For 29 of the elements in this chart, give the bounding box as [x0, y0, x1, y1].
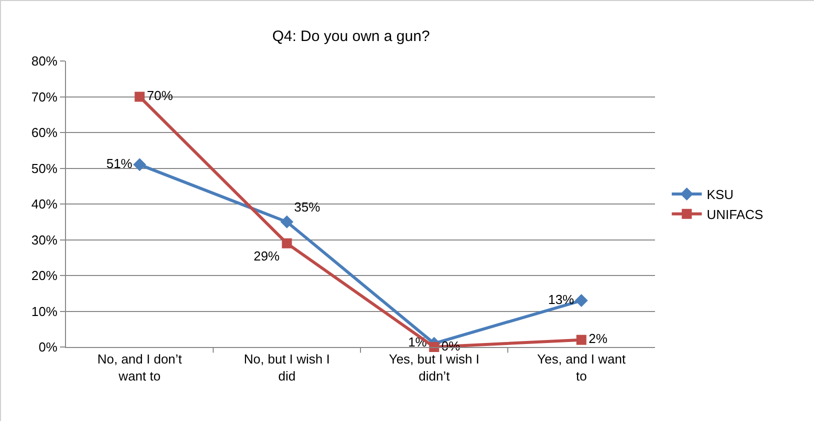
point — [280, 215, 294, 228]
point — [576, 334, 586, 345]
x-tick-label: No, and I don’t want to — [97, 352, 182, 384]
y-tick-label: 60% — [31, 125, 58, 140]
chart-title: Q4: Do you own a gun? — [272, 28, 430, 45]
data-label: 2% — [588, 331, 608, 346]
y-tick-label: 0% — [38, 340, 58, 355]
data-label: 35% — [294, 199, 321, 214]
data-label: 29% — [254, 248, 280, 264]
data-label: 51% — [106, 156, 133, 171]
y-tick-label: 30% — [31, 232, 58, 248]
point — [429, 342, 440, 352]
y-tick-label: 80% — [31, 54, 58, 69]
y-tick-label: 50% — [31, 160, 58, 176]
x-tick-label: No, but I wish I did — [244, 352, 330, 384]
y-tick-label: 20% — [31, 268, 58, 284]
y-tick-label: 10% — [31, 304, 58, 319]
point — [133, 158, 146, 172]
data-label: 13% — [548, 292, 575, 307]
point — [574, 294, 588, 308]
point — [282, 238, 292, 248]
data-label: 70% — [146, 88, 174, 103]
legend-label: UNIFACS — [706, 206, 764, 222]
y-tick-label: 70% — [31, 89, 58, 104]
legend-label: KSU — [706, 187, 734, 202]
y-tick-label: 40% — [31, 196, 58, 212]
point — [134, 92, 145, 102]
x-tick-label: Yes, but I wish I didn’t — [388, 352, 480, 384]
x-tick-label: Yes, and I want to — [537, 352, 626, 384]
